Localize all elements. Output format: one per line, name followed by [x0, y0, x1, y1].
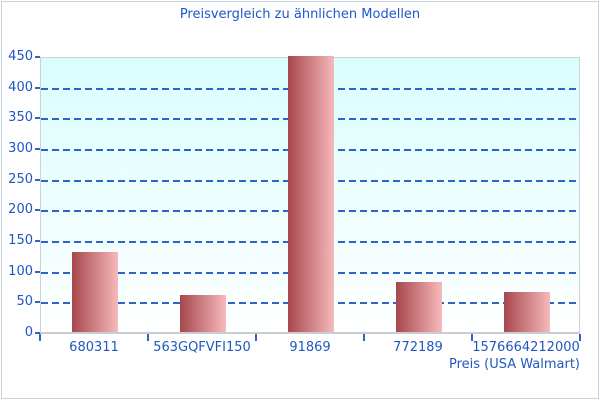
- y-tick-150: [35, 240, 40, 242]
- bar-680311: [72, 252, 118, 332]
- y-tick-label-300: 300: [8, 141, 33, 156]
- y-tick-label-250: 250: [8, 171, 33, 187]
- y-tick-50: [35, 301, 40, 304]
- y-tick-100: [35, 270, 40, 273]
- bar-563GQFVFI150: [180, 295, 226, 332]
- y-tick-label-100: 100: [8, 263, 33, 279]
- bar-91869: [288, 56, 334, 332]
- y-tick-300: [35, 148, 40, 150]
- y-tick-label-400: 400: [8, 79, 33, 95]
- x-tick-2: [255, 334, 257, 341]
- x-tick-label-91869: 91869: [289, 340, 331, 355]
- y-tick-label-150: 150: [8, 233, 33, 248]
- x-axis-line: [40, 332, 580, 334]
- plot-area: [40, 56, 580, 333]
- y-tick-label-50: 50: [16, 294, 33, 310]
- x-tick-label-1576664212000: 1576664212000: [472, 340, 580, 355]
- bar-772189: [396, 282, 442, 332]
- x-axis-title: Preis (USA Walmart): [448, 357, 580, 372]
- y-tick-400: [35, 86, 40, 89]
- x-tick-label-772189: 772189: [393, 340, 443, 355]
- y-tick-label-350: 350: [8, 110, 33, 126]
- x-tick-label-680311: 680311: [69, 340, 119, 355]
- y-tick-label-450: 450: [8, 49, 33, 64]
- y-tick-350: [35, 117, 40, 120]
- y-tick-label-200: 200: [8, 202, 33, 218]
- x-tick-1: [147, 334, 149, 341]
- x-tick-5: [579, 334, 581, 341]
- y-tick-0: [35, 332, 40, 334]
- y-tick-200: [35, 209, 40, 212]
- y-tick-250: [35, 178, 40, 181]
- y-tick-label-0: 0: [24, 325, 33, 340]
- y-tick-450: [35, 56, 40, 58]
- x-tick-3: [363, 334, 365, 341]
- x-tick-0: [39, 334, 41, 341]
- x-tick-label-563GQFVFI150: 563GQFVFI150: [153, 340, 251, 355]
- x-tick-4: [471, 334, 473, 341]
- bar-1576664212000: [504, 292, 550, 332]
- chart-title: Preisvergleich zu ähnlichen Modellen: [179, 7, 421, 22]
